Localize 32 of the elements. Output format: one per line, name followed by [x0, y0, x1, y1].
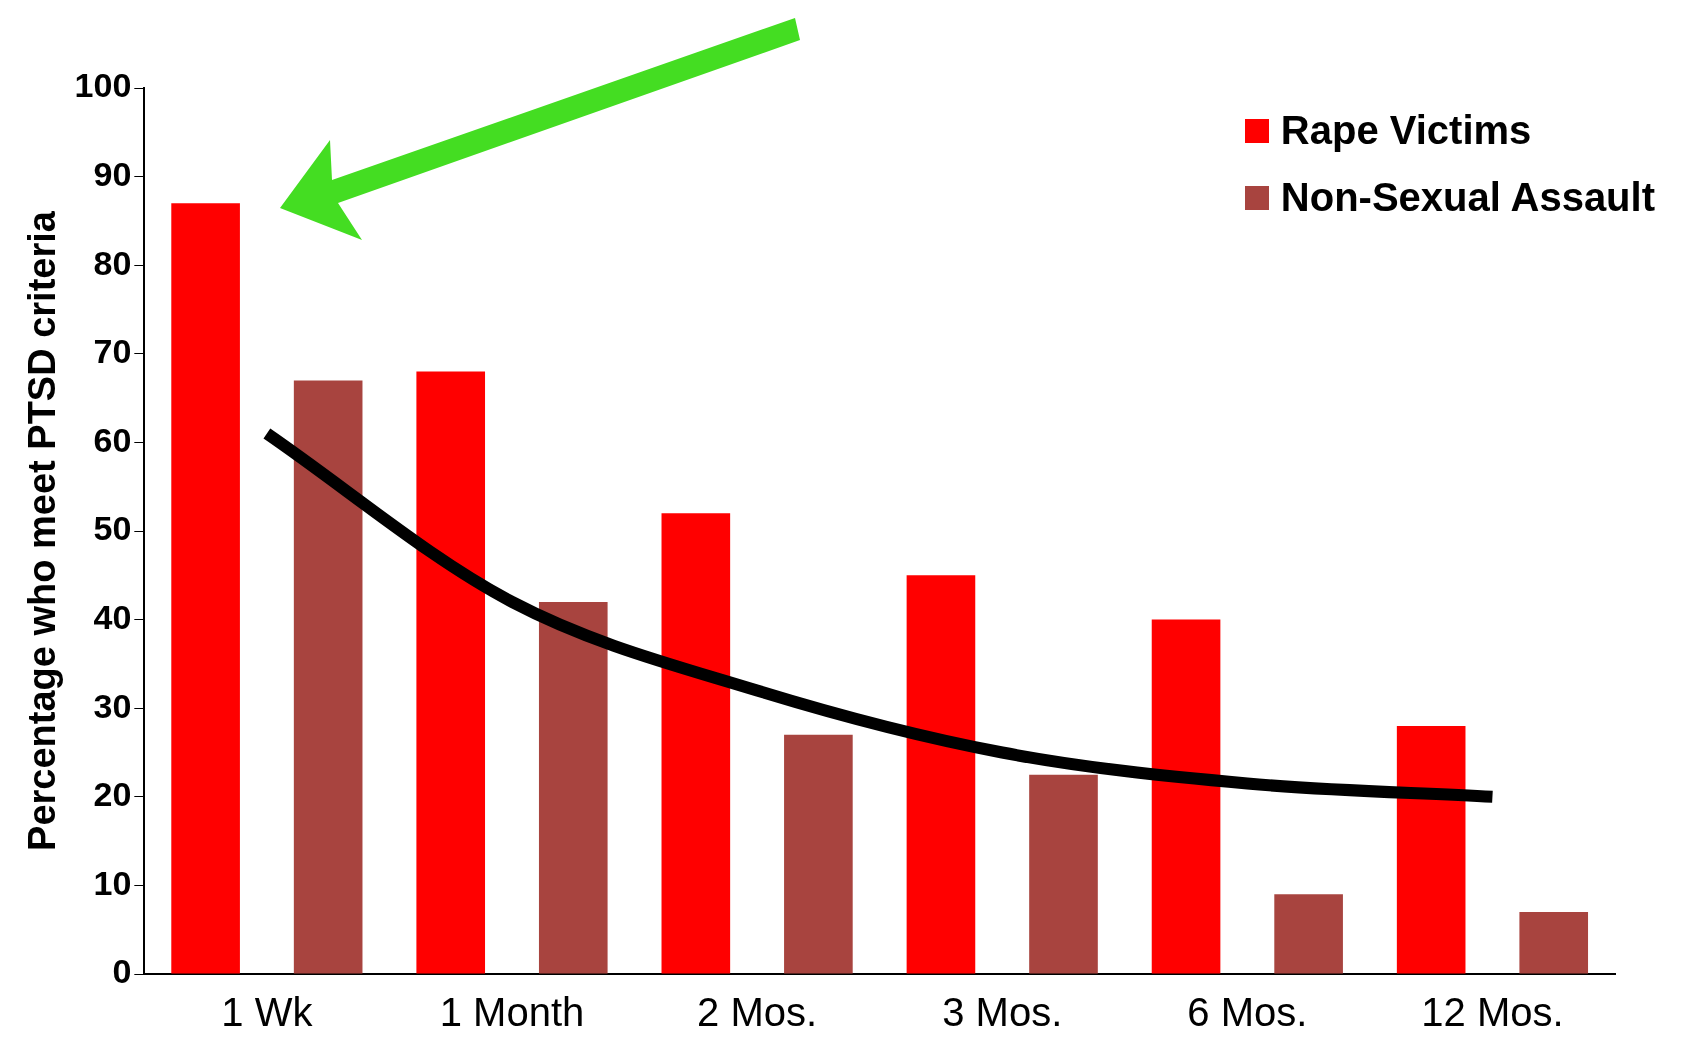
- y-tick-label: 10: [93, 863, 132, 902]
- x-tick-label: 6 Mos.: [1187, 990, 1308, 1035]
- legend-label: Rape Victims: [1280, 108, 1532, 153]
- bar: [1151, 619, 1221, 974]
- bar: [171, 203, 240, 974]
- legend-label: Non-Sexual Assault: [1280, 175, 1655, 220]
- y-tick-label: 50: [93, 509, 132, 548]
- x-tick-label: 3 Mos.: [942, 990, 1063, 1035]
- y-tick-label: 90: [93, 154, 132, 193]
- bar: [1274, 894, 1343, 974]
- y-tick-label: 0: [112, 952, 132, 991]
- y-tick-label: 20: [93, 775, 132, 814]
- bar: [293, 380, 363, 974]
- bar: [661, 513, 731, 974]
- x-tick-label: 12 Mos.: [1421, 990, 1564, 1035]
- y-tick-label: 40: [93, 597, 132, 636]
- y-tick-label: 80: [93, 243, 132, 282]
- y-tick-label: 30: [93, 686, 132, 725]
- bar: [416, 371, 486, 974]
- bar: [1396, 725, 1466, 974]
- x-tick-label: 1 Wk: [221, 990, 314, 1035]
- bar: [784, 734, 853, 974]
- y-tick-label: 70: [93, 332, 132, 371]
- y-tick-label: 100: [74, 66, 132, 105]
- x-tick-label: 2 Mos.: [697, 990, 818, 1035]
- bar: [538, 601, 608, 974]
- bar: [1519, 911, 1589, 974]
- y-axis-title: Percentage who meet PTSD criteria: [21, 210, 64, 851]
- x-tick-label: 1 Month: [439, 990, 585, 1035]
- bar: [906, 575, 976, 974]
- bar: [1029, 774, 1098, 974]
- y-tick-label: 60: [93, 420, 132, 459]
